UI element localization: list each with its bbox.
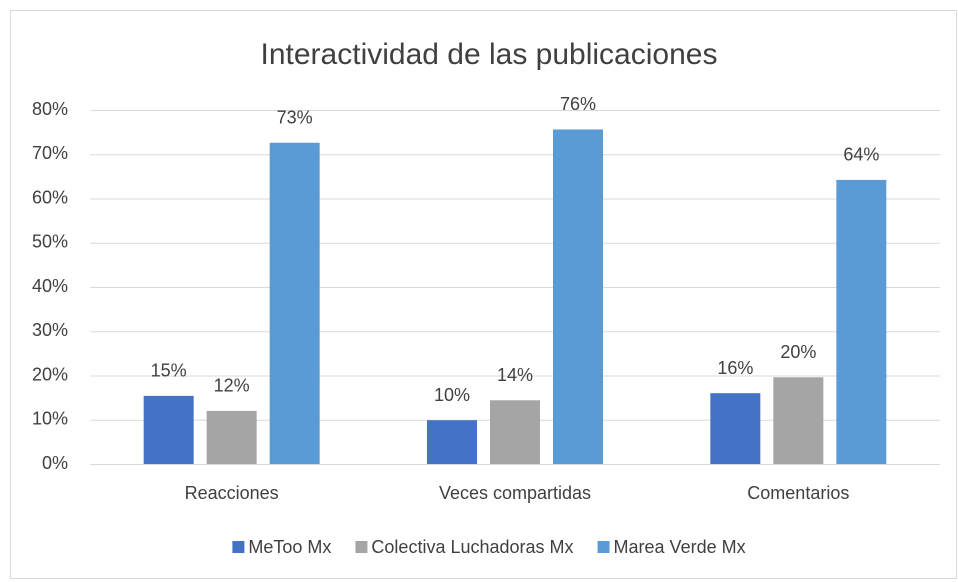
x-tick-label: Reacciones [185, 483, 279, 503]
y-tick-label: 50% [32, 232, 68, 252]
y-tick-label: 80% [32, 99, 68, 119]
x-tick-label: Veces compartidas [439, 483, 591, 503]
data-label: 73% [277, 107, 313, 127]
y-tick-label: 60% [32, 187, 68, 207]
data-label: 10% [434, 385, 470, 405]
x-tick-label: Comentarios [747, 483, 849, 503]
bar [206, 410, 257, 464]
legend-label: Colectiva Luchadoras Mx [371, 537, 573, 557]
bar [427, 420, 477, 464]
bar [710, 393, 761, 464]
legend-label: MeToo Mx [248, 537, 331, 557]
bar [143, 395, 194, 464]
y-tick-label: 0% [42, 453, 68, 473]
data-label: 76% [560, 94, 596, 114]
y-tick-label: 40% [32, 276, 68, 296]
bar [269, 142, 320, 464]
chart-title: Interactividad de las publicaciones [261, 38, 718, 71]
data-label: 14% [497, 365, 533, 385]
y-tick-label: 20% [32, 364, 68, 384]
data-label: 64% [843, 145, 879, 165]
data-label: 12% [214, 376, 250, 396]
y-tick-label: 10% [32, 409, 68, 429]
data-label: 16% [717, 358, 753, 378]
chart-border [10, 10, 957, 579]
y-tick-label: 30% [32, 320, 68, 340]
bar [773, 377, 824, 464]
legend-swatch [232, 541, 245, 553]
data-label: 15% [151, 361, 187, 381]
y-tick-label: 70% [32, 143, 68, 163]
bar [490, 400, 540, 464]
bar [553, 129, 603, 464]
legend-label: Marea Verde Mx [614, 537, 746, 557]
legend-swatch [355, 541, 368, 553]
legend-swatch [597, 541, 610, 553]
data-label: 20% [780, 342, 816, 362]
bar [836, 179, 887, 465]
